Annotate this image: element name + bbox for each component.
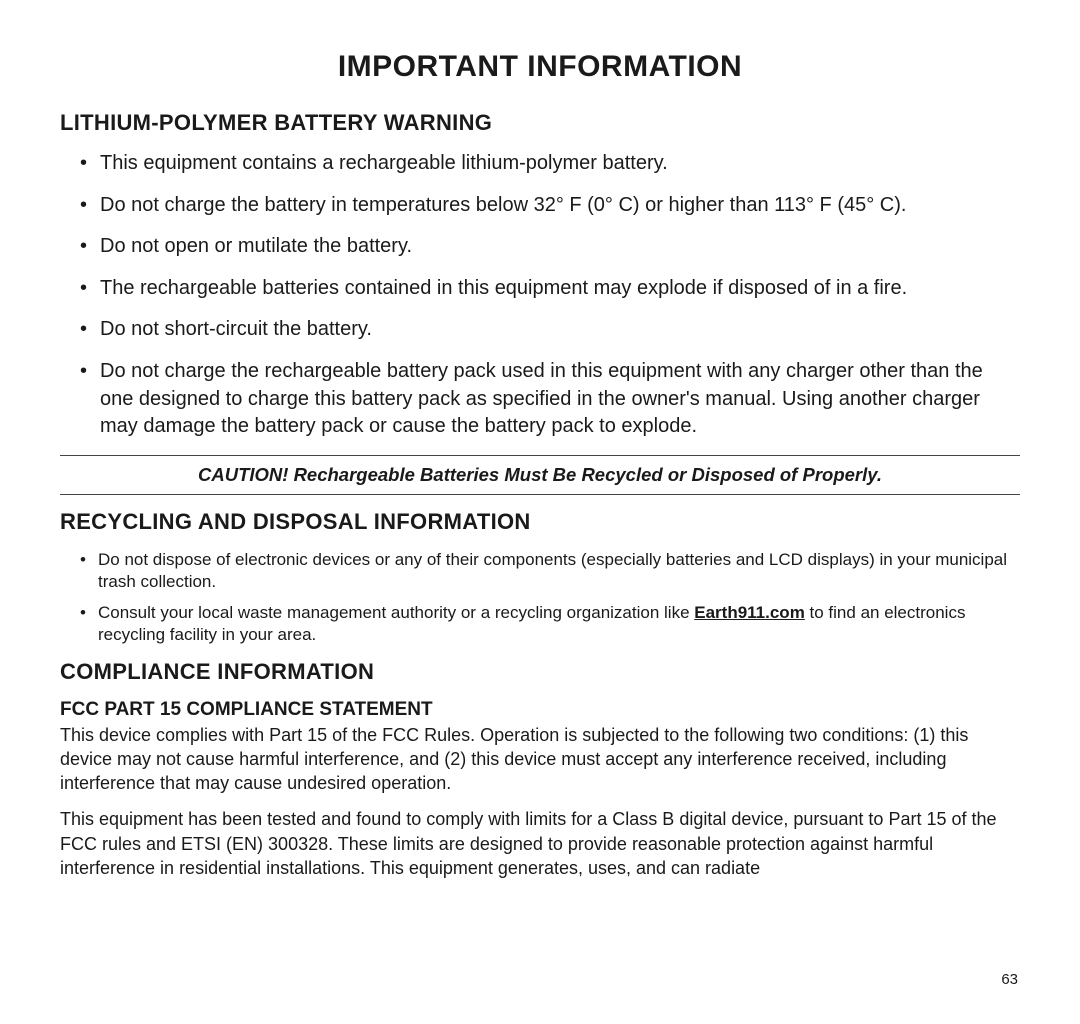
list-item: Do not dispose of electronic devices or … — [80, 549, 1020, 594]
list-item: Consult your local waste management auth… — [80, 602, 1020, 647]
battery-warning-list: This equipment contains a rechargeable l… — [60, 150, 1020, 441]
list-item: Do not charge the rechargeable battery p… — [80, 358, 1020, 441]
page-number: 63 — [1001, 971, 1018, 988]
list-item: Do not short-circuit the battery. — [80, 316, 1020, 344]
paragraph: This device complies with Part 15 of the… — [60, 723, 1020, 796]
recycling-list: Do not dispose of electronic devices or … — [60, 549, 1020, 647]
paragraph: This equipment has been tested and found… — [60, 807, 1020, 880]
list-item: The rechargeable batteries contained in … — [80, 275, 1020, 303]
earth911-link[interactable]: Earth911.com — [694, 603, 805, 622]
text: Consult your local waste management auth… — [98, 603, 694, 622]
page-title: IMPORTANT INFORMATION — [60, 50, 1020, 84]
section-heading-battery: LITHIUM-POLYMER BATTERY WARNING — [60, 110, 1020, 136]
subheading-fcc: FCC PART 15 COMPLIANCE STATEMENT — [60, 699, 1020, 721]
list-item: Do not charge the battery in temperature… — [80, 192, 1020, 220]
caution-text: CAUTION! Rechargeable Batteries Must Be … — [60, 458, 1020, 492]
section-heading-compliance: COMPLIANCE INFORMATION — [60, 659, 1020, 685]
divider — [60, 494, 1020, 495]
list-item: Do not open or mutilate the battery. — [80, 233, 1020, 261]
list-item: This equipment contains a rechargeable l… — [80, 150, 1020, 178]
divider — [60, 455, 1020, 456]
section-heading-recycling: RECYCLING AND DISPOSAL INFORMATION — [60, 509, 1020, 535]
